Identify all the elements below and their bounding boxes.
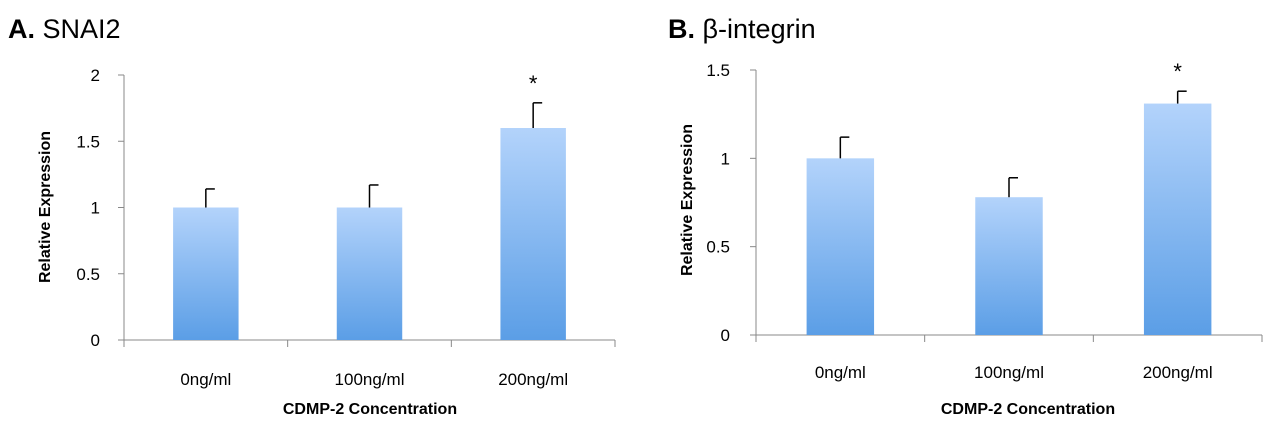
- chart-a-svg: 0 0.5 1 1.5 2 0ng/ml 100ng/ml * 200ng/ml CDMP-2 C…: [37, 66, 616, 418]
- bar: [806, 158, 875, 335]
- panel-a-title-text: SNAI2: [42, 14, 121, 44]
- panel-a-title: A. SNAI2: [8, 14, 121, 45]
- significance-marker: *: [1173, 59, 1182, 84]
- y-axis-title: Relative Expression: [37, 131, 54, 283]
- panel-a: A. SNAI2 0 0.5 1 1.5 2 0ng/ml 100ng/ml * 200ng/m…: [8, 14, 616, 418]
- x-axis-title: CDMP-2 Concentration: [283, 401, 457, 418]
- x-category-label: 200ng/ml: [498, 370, 568, 389]
- x-category-label: 100ng/ml: [974, 363, 1044, 382]
- y-tick-label: 1: [721, 149, 730, 168]
- panel-b-letter: B.: [668, 14, 695, 44]
- bar: [1143, 103, 1212, 335]
- panel-a-letter: A.: [8, 14, 35, 44]
- bar: [500, 128, 566, 340]
- y-tick-label: 0.5: [76, 265, 100, 284]
- x-category-label: 200ng/ml: [1143, 363, 1213, 382]
- y-tick-label: 1: [91, 199, 100, 218]
- bar: [173, 207, 239, 340]
- y-tick-label: 0: [91, 331, 100, 350]
- bar: [975, 197, 1043, 335]
- x-category-label: 100ng/ml: [335, 370, 405, 389]
- x-category-label: 0ng/ml: [180, 370, 231, 389]
- y-tick-label: 0.5: [706, 238, 730, 257]
- y-axis-title: Relative Expression: [679, 124, 696, 276]
- panel-b-title: B. β-integrin: [668, 14, 816, 45]
- x-category-label: 0ng/ml: [815, 363, 866, 382]
- significance-marker: *: [529, 71, 538, 96]
- y-tick-label: 0: [721, 326, 730, 345]
- x-axis-title: CDMP-2 Concentration: [941, 401, 1115, 418]
- y-tick-label: 1.5: [706, 61, 730, 80]
- y-tick-label: 2: [91, 66, 100, 85]
- bar: [336, 207, 403, 340]
- panel-b-title-text: β-integrin: [702, 14, 816, 44]
- y-tick-label: 1.5: [76, 132, 100, 151]
